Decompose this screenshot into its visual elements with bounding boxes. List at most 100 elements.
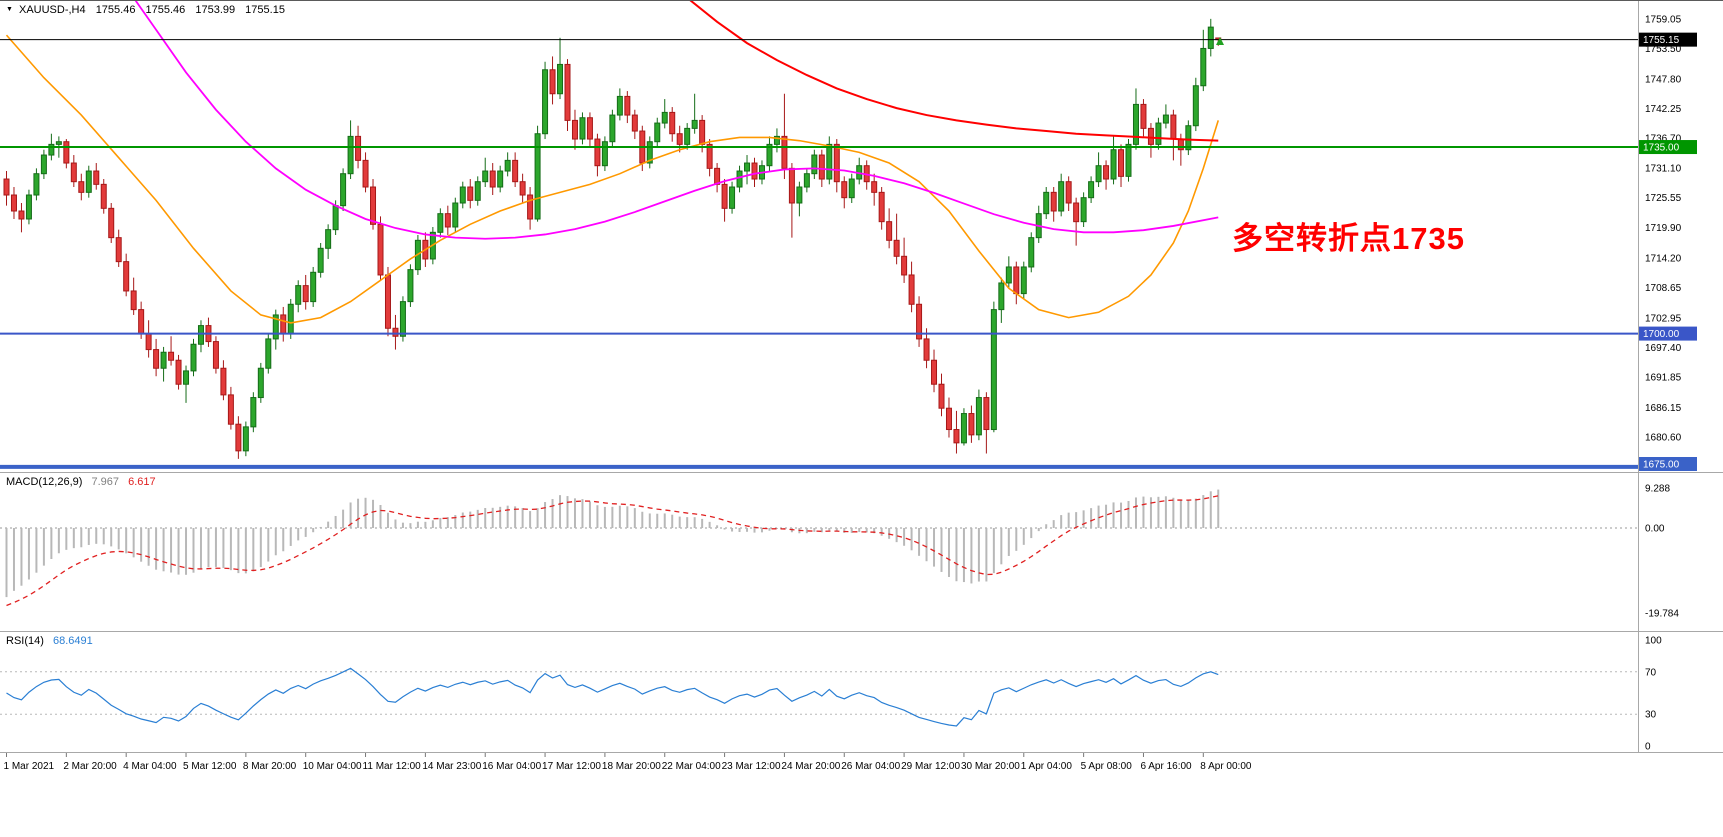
macd-name: MACD(12,26,9)	[6, 476, 83, 488]
candle-bull	[990, 309, 997, 431]
candle-bull	[1080, 197, 1087, 223]
candle-bear	[123, 261, 130, 292]
candle-bear	[669, 111, 676, 135]
time-tick-label: 8 Mar 20:00	[243, 761, 297, 772]
price-tick-label: 1714.20	[1645, 253, 1682, 264]
candle-bull	[399, 301, 406, 337]
candle-bull	[340, 173, 347, 207]
candle-bear	[721, 183, 728, 209]
candle-bear	[714, 167, 721, 185]
candle-bull	[826, 143, 833, 180]
candle-bear	[18, 210, 25, 220]
main-chart-canvas[interactable]: 1759.05 1753.50 1747.80 1742.25 1736.70 1731.…	[0, 1, 1723, 472]
candle-bull	[504, 159, 511, 172]
price-tick-label: 1686.15	[1645, 403, 1682, 414]
price-badge-label: 1700.00	[1643, 329, 1680, 340]
candle-bull	[1028, 237, 1035, 268]
candle-bear	[377, 223, 384, 276]
rsi-line	[6, 667, 1219, 727]
candle-bull	[1043, 191, 1050, 215]
candle-bear	[1118, 149, 1125, 177]
candle-bear	[945, 407, 952, 431]
price-badge	[1639, 140, 1697, 155]
candle-bear	[901, 255, 908, 276]
candle-bear	[93, 170, 100, 185]
candle-bull	[265, 338, 272, 369]
panel-separator-time	[0, 752, 1723, 753]
candle-bull	[542, 69, 549, 135]
candle-bull	[729, 186, 736, 209]
price-tick-label: 1691.85	[1645, 373, 1682, 384]
candle-bear	[444, 213, 451, 228]
candle-bull	[295, 285, 302, 305]
candle-bear	[1073, 202, 1080, 223]
candle-bear	[676, 133, 683, 145]
candle-bull	[691, 119, 698, 129]
time-axis[interactable]: 1 Mar 2021 2 Mar 20:00 4 Mar 04:00 5 Mar 12…	[0, 753, 1723, 783]
candle-bull	[654, 122, 661, 143]
candle-bear	[384, 274, 391, 329]
time-tick-label: 1 Mar 2021	[4, 761, 55, 772]
time-tick-label: 17 Mar 12:00	[542, 761, 601, 772]
candle-bear	[571, 119, 578, 140]
annotation-text[interactable]: 多空转折点1735	[1232, 221, 1465, 256]
candle-bull	[960, 413, 967, 444]
candle-bull	[242, 426, 249, 452]
time-tick-label: 16 Mar 04:00	[482, 761, 541, 772]
candle-bear	[923, 338, 930, 361]
candle-bear	[699, 119, 706, 145]
candle-bear	[3, 178, 10, 196]
candle-bull	[579, 117, 586, 140]
candle-bear	[527, 194, 534, 220]
chart-arrow-object[interactable]	[1216, 37, 1224, 45]
candle-bull	[257, 367, 264, 399]
candle-bull	[40, 154, 47, 175]
macd-panel-canvas[interactable]: 9.288 0.00 -19.784	[0, 473, 1723, 631]
candle-bull	[55, 141, 62, 145]
time-tick-label: 8 Apr 00:00	[1200, 761, 1252, 772]
candle-bull	[332, 205, 339, 231]
candle-bear	[871, 181, 878, 193]
candle-bear	[392, 327, 399, 337]
candle-bear	[175, 359, 182, 385]
candle-bull	[1058, 181, 1065, 212]
candle-bull	[197, 325, 204, 345]
price-tick-label: 1753.50	[1645, 44, 1682, 55]
panel-separator-macd[interactable]	[0, 472, 1723, 473]
candle-bear	[1065, 181, 1072, 204]
candle-bull	[310, 271, 317, 303]
macd-axis-label: -19.784	[1645, 609, 1679, 620]
candle-bear	[130, 290, 137, 311]
candle-bull	[998, 282, 1005, 311]
candle-bear	[227, 394, 234, 425]
candle-bull	[646, 141, 653, 164]
candle-bear	[706, 143, 713, 169]
time-tick-label: 5 Apr 08:00	[1081, 761, 1133, 772]
candle-bear	[818, 154, 825, 180]
time-tick-label: 4 Mar 04:00	[123, 761, 177, 772]
time-tick-label: 30 Mar 20:00	[961, 761, 1020, 772]
candle-bull	[407, 269, 414, 303]
candle-bear	[931, 359, 938, 385]
candle-bear	[983, 397, 990, 431]
candle-bear	[362, 159, 369, 188]
candle-bear	[953, 429, 960, 444]
time-tick-label: 10 Mar 04:00	[303, 761, 362, 772]
rsi-panel-canvas[interactable]: 100 70 30 0	[0, 632, 1723, 752]
price-tick-label: 1747.80	[1645, 74, 1682, 85]
candle-bear	[564, 63, 571, 121]
price-scale-separator[interactable]	[1638, 1, 1639, 753]
candle-bear	[908, 274, 915, 305]
candle-bear	[878, 191, 885, 223]
symbol-title: XAUUSD-,H4	[19, 4, 86, 16]
candle-bull	[1200, 47, 1207, 87]
panel-separator-rsi[interactable]	[0, 631, 1723, 632]
candle-bear	[788, 167, 795, 204]
candle-bear	[145, 333, 152, 351]
candle-bear	[70, 162, 77, 183]
candle-bull	[975, 397, 982, 436]
candle-bear	[1177, 138, 1184, 151]
candle-bear	[153, 349, 160, 369]
candle-bull	[287, 303, 294, 335]
